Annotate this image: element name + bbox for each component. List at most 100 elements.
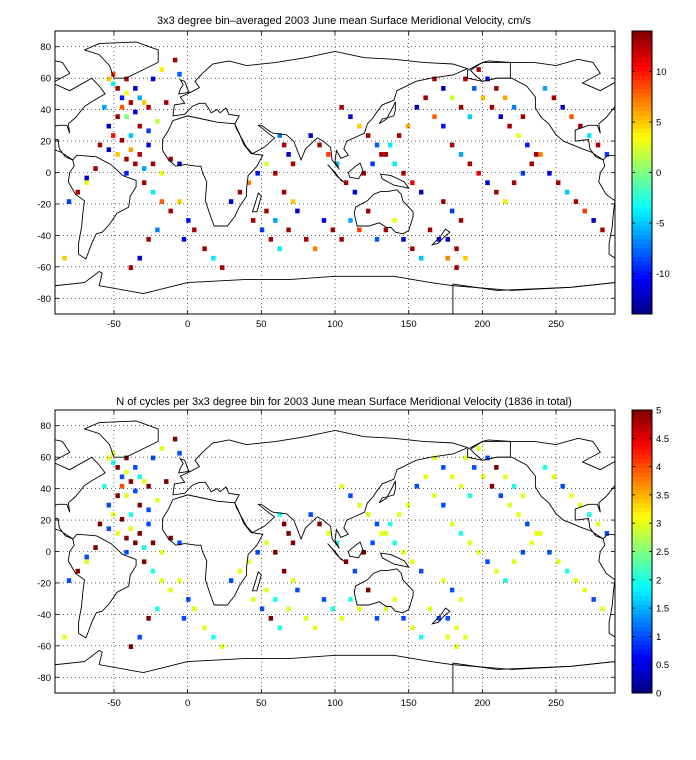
- data-cell: [146, 521, 151, 527]
- data-cell: [330, 606, 335, 612]
- coastline: [251, 192, 262, 213]
- colorbar-segment: [632, 84, 652, 89]
- data-cell: [304, 236, 309, 242]
- colorbar-segment: [632, 221, 652, 227]
- data-cell: [124, 90, 129, 96]
- colorbar-segment: [632, 101, 652, 107]
- data-cell: [273, 170, 278, 176]
- colorbar-segment: [632, 305, 652, 311]
- colorbar-segment: [632, 569, 652, 575]
- data-cell: [374, 615, 380, 621]
- colorbar-top: -10 -5 0 5 10: [631, 30, 670, 315]
- data-cell: [511, 483, 517, 489]
- data-cell: [489, 483, 495, 489]
- y-tick-label: -80: [37, 673, 51, 684]
- colorbar-tick-label: 5: [656, 406, 661, 417]
- colorbar-segment: [632, 92, 652, 98]
- colorbar-segment: [632, 555, 652, 561]
- data-cell: [370, 161, 375, 167]
- data-cell: [124, 170, 129, 176]
- data-cell: [137, 123, 142, 129]
- data-cell: [348, 493, 353, 499]
- y-tick-label: 0: [46, 547, 51, 558]
- colorbar-segment: [632, 39, 652, 45]
- colorbar-segment: [632, 163, 652, 169]
- data-cell: [159, 446, 165, 451]
- data-cell: [511, 104, 517, 110]
- colorbar-segment: [632, 489, 652, 495]
- data-cell: [520, 549, 526, 555]
- colorbar-segment: [632, 300, 652, 306]
- data-cell: [383, 152, 389, 157]
- coastline: [67, 154, 137, 260]
- coastline: [469, 437, 615, 540]
- data-cell: [604, 152, 610, 157]
- colorbar-segment: [632, 516, 652, 522]
- y-tick-label: 60: [40, 74, 51, 85]
- data-cell: [75, 189, 81, 195]
- data-cell: [146, 142, 151, 148]
- data-cell: [159, 170, 165, 176]
- data-cell: [392, 218, 397, 223]
- data-cell: [308, 512, 313, 517]
- data-cell: [97, 521, 103, 527]
- data-cell: [141, 479, 147, 484]
- data-cell: [445, 615, 450, 621]
- data-cell: [516, 133, 521, 138]
- data-cell: [141, 559, 147, 565]
- data-cell: [246, 559, 251, 565]
- data-cell: [335, 161, 340, 167]
- data-cell: [454, 246, 459, 252]
- data-cell: [343, 180, 349, 186]
- data-cell: [365, 587, 371, 593]
- y-tick-label: 80: [40, 42, 51, 53]
- data-cell: [202, 246, 207, 252]
- colorbar-segment: [632, 511, 652, 517]
- data-cell: [480, 474, 486, 480]
- data-cell: [150, 161, 156, 167]
- data-cell: [137, 255, 142, 261]
- colorbar-segment: [632, 269, 652, 275]
- colorbar-segment: [632, 423, 652, 429]
- colorbar-segment: [632, 662, 652, 667]
- colorbar-segment: [632, 44, 652, 50]
- coastline: [55, 60, 106, 161]
- colorbar-segment: [632, 440, 652, 446]
- colorbar-segment: [632, 688, 652, 694]
- data-cell: [141, 545, 147, 550]
- data-cell: [441, 199, 446, 204]
- colorbar-segment: [632, 296, 652, 302]
- colorbar-segment: [632, 463, 652, 468]
- data-cell: [124, 156, 129, 162]
- colorbar-segment: [632, 591, 652, 597]
- data-cell: [401, 170, 406, 176]
- colorbar-segment: [632, 247, 652, 253]
- colorbar-segment: [632, 70, 652, 76]
- colorbar-segment: [632, 560, 652, 566]
- data-cell: [111, 512, 116, 517]
- data-cell: [115, 86, 120, 91]
- colorbar-segment: [632, 260, 652, 266]
- y-tick-label: 80: [40, 421, 51, 432]
- data-cell: [168, 535, 173, 541]
- data-cell: [458, 531, 464, 536]
- data-cell: [264, 540, 269, 546]
- data-cell: [467, 114, 473, 120]
- data-cell: [458, 218, 464, 223]
- y-tick-label: 40: [40, 105, 51, 116]
- data-cell: [458, 152, 464, 157]
- data-cell: [533, 531, 539, 536]
- data-cell: [93, 166, 98, 171]
- data-cell: [106, 76, 111, 82]
- data-cell: [533, 152, 539, 157]
- data-cell: [66, 578, 72, 583]
- data-cell: [286, 531, 291, 536]
- data-cell: [326, 531, 331, 536]
- data-cell: [168, 587, 173, 593]
- data-cell: [286, 152, 291, 157]
- data-cell: [507, 502, 512, 508]
- data-cell: [432, 455, 437, 461]
- data-cell: [379, 531, 384, 536]
- coastline: [380, 552, 410, 568]
- colorbar-segment: [632, 507, 652, 513]
